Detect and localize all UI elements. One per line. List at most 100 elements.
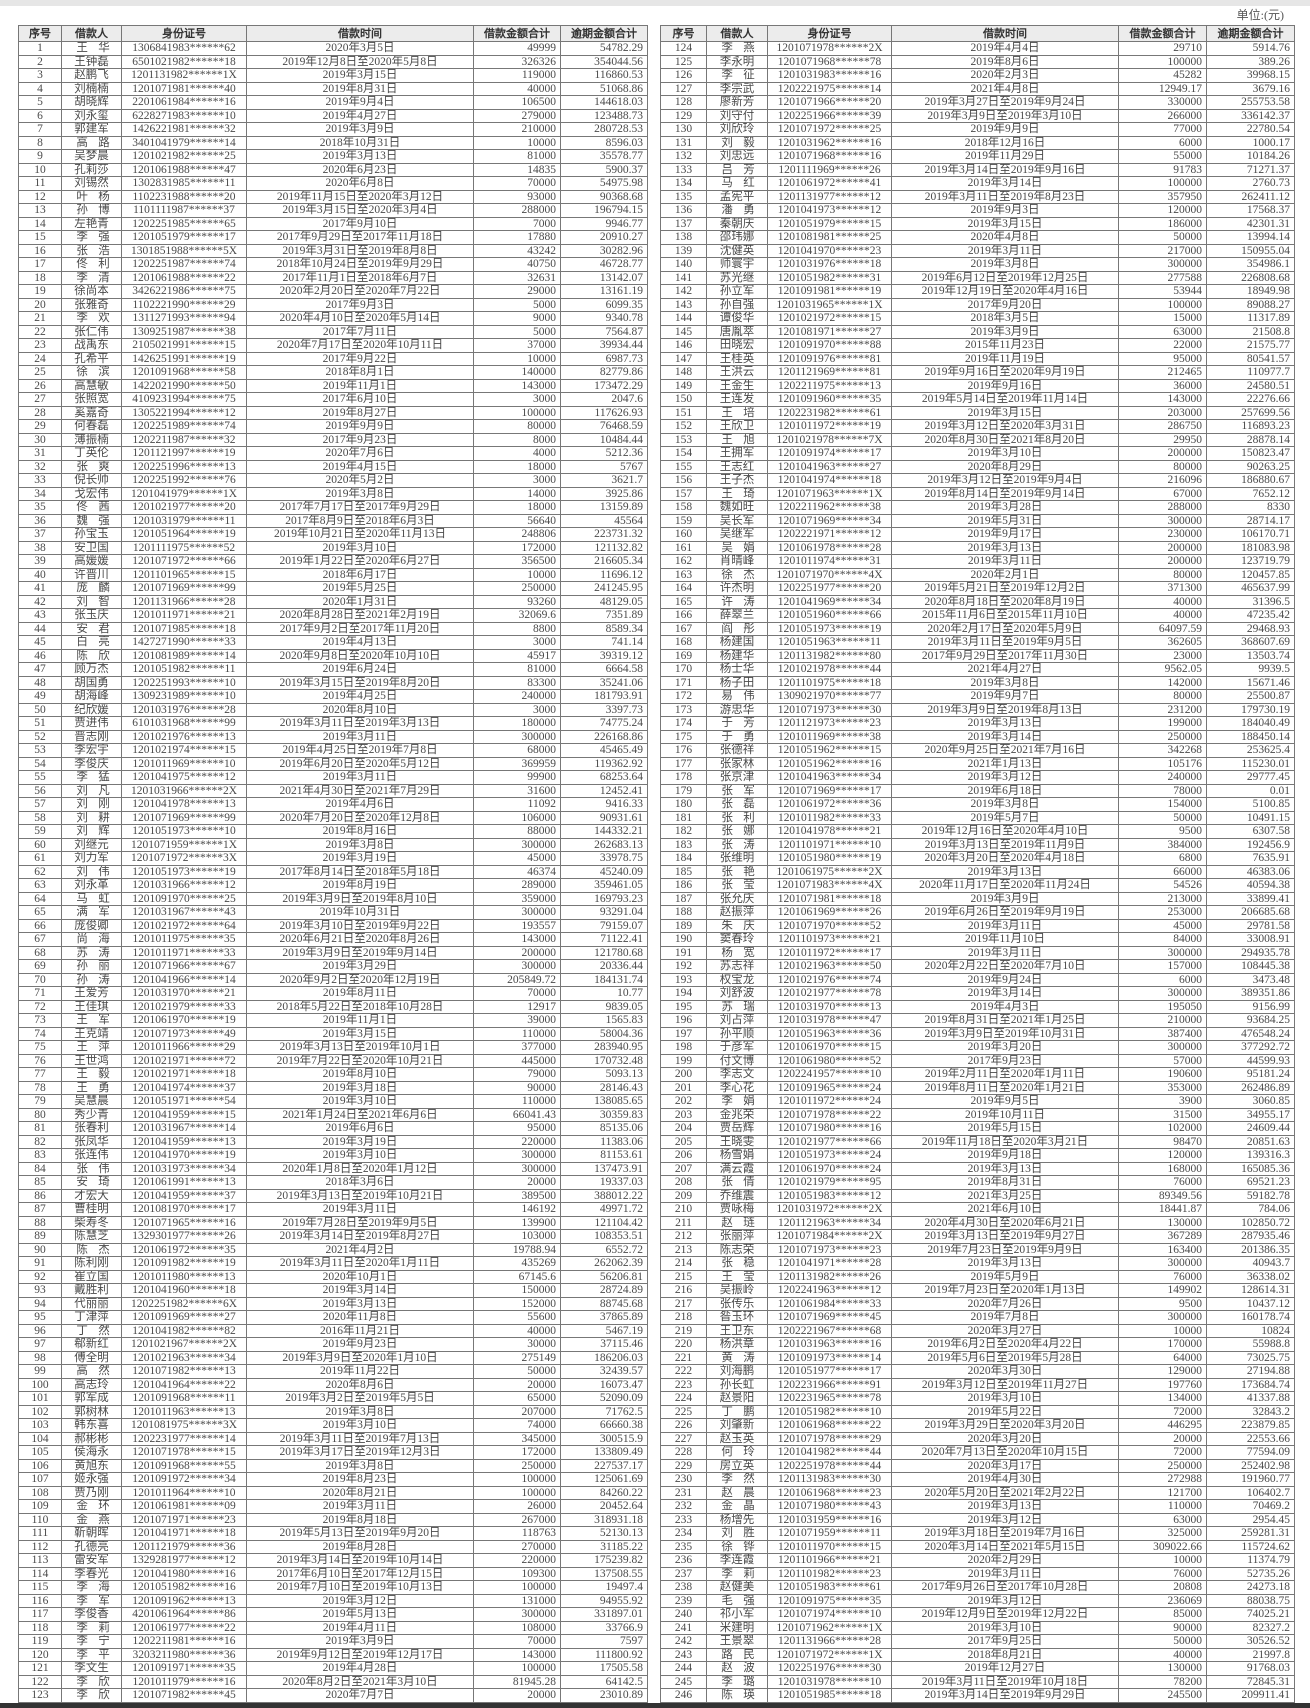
cell-overdue-amount-total: 45564 <box>560 513 648 528</box>
cell-seq-number: 156 <box>660 473 707 488</box>
cell-overdue-amount-total: 294935.78 <box>1206 945 1295 960</box>
unit-label: 单位:(元) <box>1236 8 1284 22</box>
cell-loan-period: 2019年3月9日 <box>246 122 474 137</box>
cell-seq-number: 220 <box>660 1337 707 1352</box>
cell-loan-period: 2017年9月23日 <box>246 432 474 447</box>
cell-seq-number: 40 <box>18 567 62 582</box>
cell-loan-period: 2019年3月9日至2019年9月14日 <box>246 945 474 960</box>
cell-loan-amount-total: 180000 <box>473 716 561 731</box>
cell-id-number: 1201041959******13 <box>121 1134 247 1149</box>
cell-loan-period: 2019年3月11日 <box>246 1499 474 1514</box>
cell-seq-number: 132 <box>660 149 707 164</box>
cell-loan-amount-total: 76000 <box>1118 1175 1207 1190</box>
cell-loan-period: 2019年12月19日至2020年4月16日 <box>891 284 1119 299</box>
cell-loan-amount-total: 120000 <box>1118 1148 1207 1163</box>
cell-loan-period: 2019年9月16日 <box>891 378 1119 393</box>
loan-table-right: 序号 借款人 身份证号 借款时间 借款金额合计 逾期金额合计 124 李燕 120107197… <box>660 25 1295 1703</box>
table-row: 7 郭建军 1426221981******32 2019年3月9日 210000 280… <box>18 122 648 137</box>
table-row: 6 刘永玺 6228271983******10 2019年4月27日 279000 12… <box>18 108 648 123</box>
cell-overdue-amount-total: 28724.89 <box>560 1283 648 1298</box>
cell-overdue-amount-total: 3621.7 <box>560 473 648 488</box>
cell-loan-period: 2017年9月10日 <box>246 216 474 231</box>
cell-overdue-amount-total: 17568.37 <box>1206 203 1295 218</box>
cell-overdue-amount-total: 79159.07 <box>560 918 648 933</box>
table-row: 63 刘永革 1201031966******12 2019年8月19日 289000 3… <box>18 878 648 893</box>
cell-loan-period: 2019年4月27日 <box>246 108 474 123</box>
cell-loan-amount-total: 371300 <box>1118 581 1207 596</box>
cell-seq-number: 97 <box>18 1337 62 1352</box>
table-row: 162 肖晴峰 1201011974******31 2019年3月11日 200000… <box>660 554 1295 569</box>
cell-id-number: 1201091975******35 <box>767 1593 892 1608</box>
cell-loan-period: 2019年11月22日 <box>246 1364 474 1379</box>
cell-loan-period: 2019年5月9日 <box>891 1269 1119 1284</box>
table-row: 210 贾咏梅 1201031972******2X 2021年6月10日 18441.… <box>660 1202 1295 1217</box>
table-row: 140 师寰宇 1201031976******18 2019年3月8日 300000 3… <box>660 257 1295 272</box>
cell-loan-amount-total: 110000 <box>1118 1499 1207 1514</box>
cell-overdue-amount-total: 354986.1 <box>1206 257 1295 272</box>
cell-seq-number: 193 <box>660 972 707 987</box>
cell-seq-number: 172 <box>660 689 707 704</box>
cell-overdue-amount-total: 115724.62 <box>1206 1539 1295 1554</box>
cell-borrower-name: 赵景阳 <box>706 1391 768 1406</box>
cell-id-number: 1202231977******14 <box>121 1431 247 1446</box>
table-row: 184 张维明 1201051980******19 2020年3月20日至2020年… <box>660 851 1295 866</box>
cell-loan-amount-total: 6800 <box>1118 851 1207 866</box>
cell-id-number: 1201071978******22 <box>767 1107 892 1122</box>
cell-loan-amount-total: 20000 <box>1118 1431 1207 1446</box>
cell-loan-amount-total: 131000 <box>473 1593 561 1608</box>
cell-seq-number: 165 <box>660 594 707 609</box>
cell-loan-amount-total: 84000 <box>1118 932 1207 947</box>
cell-overdue-amount-total: 170732.48 <box>560 1053 648 1068</box>
cell-borrower-name: 李永明 <box>706 54 768 69</box>
cell-loan-period: 2019年5月6日至2019年5月28日 <box>891 1350 1119 1365</box>
cell-loan-period: 2020年9月2日至2020年12月19日 <box>246 972 474 987</box>
cell-seq-number: 84 <box>18 1161 62 1176</box>
cell-seq-number: 191 <box>660 945 707 960</box>
cell-overdue-amount-total: 128614.31 <box>1206 1283 1295 1298</box>
cell-seq-number: 195 <box>660 999 707 1014</box>
cell-seq-number: 186 <box>660 878 707 893</box>
table-row: 97 郗新红 1201021967******2X 2019年9月23日 30000 37… <box>18 1337 648 1352</box>
cell-id-number: 3203211980******36 <box>121 1647 247 1662</box>
cell-overdue-amount-total: 165085.36 <box>1206 1161 1295 1176</box>
cell-loan-amount-total: 12917 <box>473 999 561 1014</box>
table-row: 90 陈杰 1201061972******35 2021年4月2日 19788.94 6… <box>18 1242 648 1257</box>
cell-loan-period: 2019年9月7日 <box>891 689 1119 704</box>
cell-borrower-name: 杨洪章 <box>706 1337 768 1352</box>
cell-loan-period: 2019年5月13日至2019年9月20日 <box>246 1526 474 1541</box>
table-row: 206 杨雪娟 1201051973******24 2019年9月18日 120000… <box>660 1148 1295 1163</box>
cell-borrower-name: 邵玮娜 <box>706 230 768 245</box>
cell-loan-period: 2019年3月18日至2019年7月16日 <box>891 1526 1119 1541</box>
cell-seq-number: 233 <box>660 1512 707 1527</box>
cell-seq-number: 42 <box>18 594 62 609</box>
cell-seq-number: 171 <box>660 675 707 690</box>
cell-id-number: 1201091982******19 <box>121 1256 247 1271</box>
cell-loan-period: 2019年1月22日至2020年6月27日 <box>246 554 474 569</box>
cell-overdue-amount-total: 32843.2 <box>1206 1404 1295 1419</box>
cell-borrower-name: 才宏大 <box>61 1188 122 1203</box>
cell-borrower-name: 吴继军 <box>706 527 768 542</box>
cell-seq-number: 229 <box>660 1458 707 1473</box>
table-row: 28 奚嘉奇 1305221994******12 2019年8月27日 100000 1… <box>18 405 648 420</box>
cell-borrower-name: 刘舒波 <box>706 986 768 1001</box>
cell-loan-period: 2019年3月12日 <box>891 770 1119 785</box>
cell-id-number: 1201031962******16 <box>767 135 892 150</box>
cell-id-number: 1201011972******19 <box>767 419 892 434</box>
cell-overdue-amount-total: 3397.73 <box>560 702 648 717</box>
cell-seq-number: 128 <box>660 95 707 110</box>
cell-id-number: 3426221986******75 <box>121 284 247 299</box>
cell-overdue-amount-total: 133809.49 <box>560 1445 648 1460</box>
cell-overdue-amount-total: 46728.77 <box>560 257 648 272</box>
cell-seq-number: 245 <box>660 1674 707 1689</box>
cell-loan-period: 2019年3月10日 <box>246 540 474 555</box>
cell-id-number: 1201061972******35 <box>121 1242 247 1257</box>
cell-loan-amount-total: 95000 <box>1118 351 1207 366</box>
cell-loan-period: 2019年3月14日至2019年9月16日 <box>891 162 1119 177</box>
cell-loan-period: 2019年3月13日 <box>891 1256 1119 1271</box>
cell-seq-number: 59 <box>18 824 62 839</box>
cell-loan-period: 2019年9月9日 <box>246 419 474 434</box>
cell-loan-amount-total: 300000 <box>473 729 561 744</box>
cell-loan-period: 2019年7月28日至2019年9月5日 <box>246 1215 474 1230</box>
table-row: 230 李然 1201131983******30 2019年4月30日 272988 1… <box>660 1472 1295 1487</box>
cell-loan-period: 2019年9月3日 <box>891 203 1119 218</box>
